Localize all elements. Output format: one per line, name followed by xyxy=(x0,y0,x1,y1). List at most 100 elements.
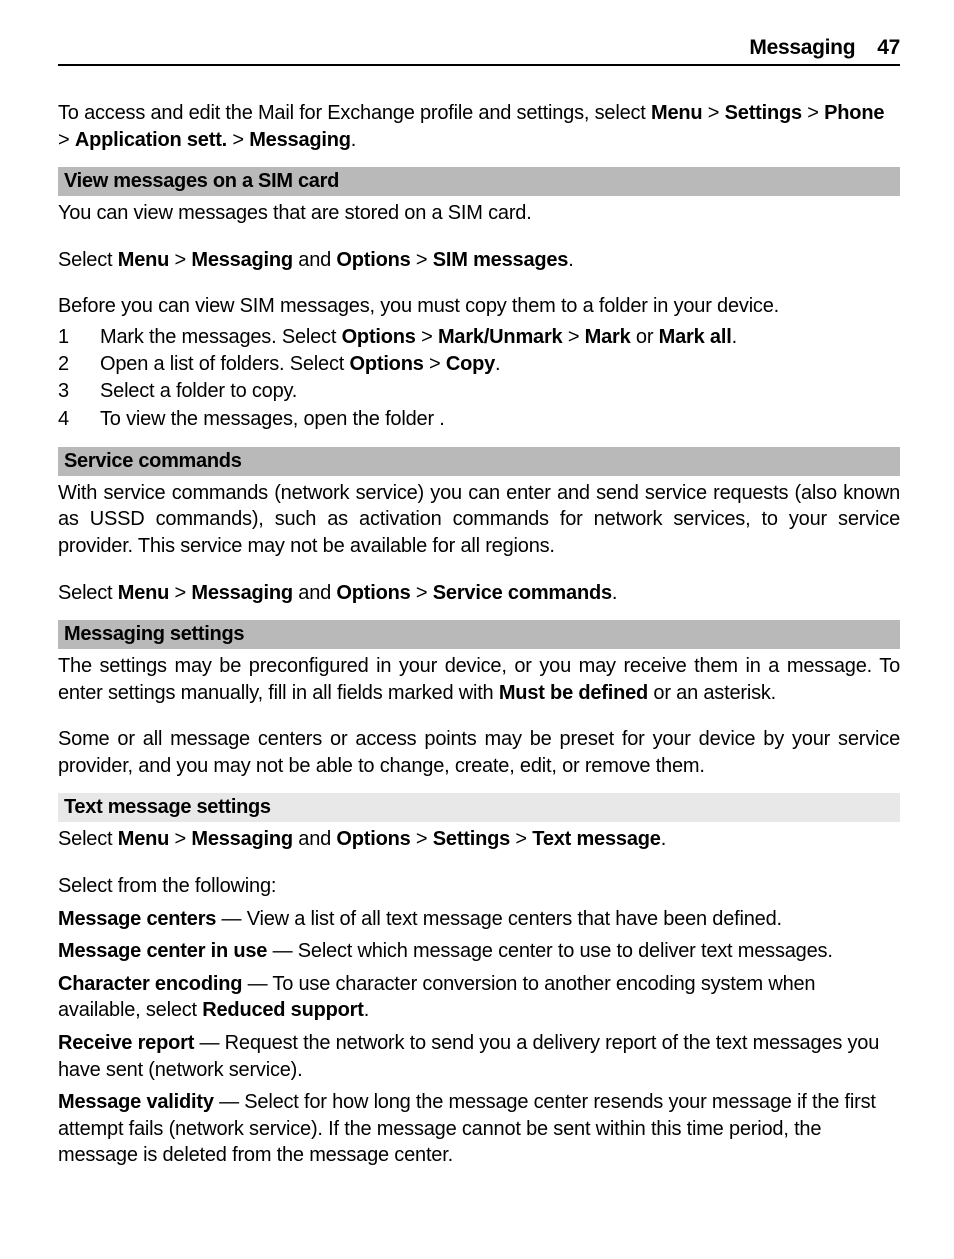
path-post: . xyxy=(732,326,737,348)
definition-sep: — xyxy=(267,940,298,962)
menu-path-item: Menu xyxy=(118,249,169,271)
step-text: Open a list of folders. Select xyxy=(100,353,349,375)
definition-item: Character encoding — To use character co… xyxy=(58,971,900,1024)
path-post: . xyxy=(661,828,666,850)
menu-path-item: Menu xyxy=(118,828,169,850)
step-text: Mark the messages. Select xyxy=(100,326,342,348)
path-sep: > xyxy=(562,326,584,348)
menu-path-item: SIM messages xyxy=(433,249,568,271)
path-sep: > xyxy=(802,102,824,124)
menu-path-item: Options xyxy=(336,582,410,604)
definition-desc: Select which message center to use to de… xyxy=(298,940,833,962)
menu-path-item: Mark/Unmark xyxy=(438,326,563,348)
definition-item: Message center in use — Select which mes… xyxy=(58,938,900,965)
service-p1: With service commands (network service) … xyxy=(58,480,900,560)
msgset-p2: Some or all message centers or access po… xyxy=(58,726,900,779)
step-body: Select a folder to copy. xyxy=(100,378,297,405)
step-number: 4 xyxy=(58,406,100,433)
sim-select: Select Menu > Messaging and Options > SI… xyxy=(58,247,900,274)
menu-path-item: Settings xyxy=(433,828,510,850)
page-header: Messaging 47 xyxy=(58,36,900,66)
txt-select-pre: Select xyxy=(58,828,118,850)
path-sep: > xyxy=(169,582,191,604)
svc-select-pre: Select xyxy=(58,582,118,604)
list-item: 3 Select a folder to copy. xyxy=(58,378,900,405)
header-page-number: 47 xyxy=(877,36,900,60)
definition-term: Receive report xyxy=(58,1032,194,1054)
menu-path-item: Options xyxy=(349,353,423,375)
step-number: 1 xyxy=(58,324,100,351)
path-sep: > xyxy=(424,353,446,375)
menu-path-item: Messaging xyxy=(249,129,351,151)
step-number: 2 xyxy=(58,351,100,378)
menu-path-item: Application sett. xyxy=(75,129,227,151)
path-sep: > xyxy=(510,828,532,850)
definition-term: Character encoding xyxy=(58,973,242,995)
path-sep: > xyxy=(411,582,433,604)
sim-select-pre: Select xyxy=(58,249,118,271)
path-sep: > xyxy=(702,102,724,124)
intro-text: To access and edit the Mail for Exchange… xyxy=(58,102,651,124)
definition-sep: — xyxy=(214,1091,245,1113)
menu-path-item: Copy xyxy=(446,353,495,375)
msgset-p1: The settings may be preconfigured in you… xyxy=(58,653,900,706)
definition-sep: — xyxy=(194,1032,225,1054)
sim-p2: Before you can view SIM messages, you mu… xyxy=(58,293,900,320)
definition-item: Message centers — View a list of all tex… xyxy=(58,906,900,933)
definition-desc-post: . xyxy=(364,999,369,1021)
list-item: 4 To view the messages, open the folder … xyxy=(58,406,900,433)
section-heading-messaging-settings: Messaging settings xyxy=(58,620,900,649)
path-sep: > xyxy=(411,828,433,850)
menu-path-item: Text message xyxy=(532,828,660,850)
menu-path-item: Phone xyxy=(824,102,884,124)
section-heading-service: Service commands xyxy=(58,447,900,476)
definition-term: Message validity xyxy=(58,1091,214,1113)
definition-term: Message centers xyxy=(58,908,216,930)
definition-item: Message validity — Select for how long t… xyxy=(58,1089,900,1169)
sim-p1: You can view messages that are stored on… xyxy=(58,200,900,227)
must-be-defined: Must be defined xyxy=(499,682,648,704)
reduced-support: Reduced support xyxy=(202,999,363,1021)
path-sep: > xyxy=(169,249,191,271)
path-sep: > xyxy=(416,326,438,348)
path-sep: > xyxy=(227,129,249,151)
menu-path-item: Menu xyxy=(651,102,702,124)
path-sep: > xyxy=(411,249,433,271)
txt-select-mid: and xyxy=(293,828,336,850)
menu-path-item: Menu xyxy=(118,582,169,604)
menu-path-item: Settings xyxy=(725,102,802,124)
service-select: Select Menu > Messaging and Options > Se… xyxy=(58,580,900,607)
definition-term: Message center in use xyxy=(58,940,267,962)
sim-select-mid: and xyxy=(293,249,336,271)
list-item: 2 Open a list of folders. Select Options… xyxy=(58,351,900,378)
path-post: . xyxy=(495,353,500,375)
definition-item: Receive report — Request the network to … xyxy=(58,1030,900,1083)
menu-path-item: Mark all xyxy=(659,326,732,348)
sim-steps: 1 Mark the messages. Select Options > Ma… xyxy=(58,324,900,433)
subsection-heading-text-msg: Text message settings xyxy=(58,793,900,822)
step-body: Mark the messages. Select Options > Mark… xyxy=(100,324,737,351)
step-body: Open a list of folders. Select Options >… xyxy=(100,351,500,378)
path-sep: > xyxy=(58,129,75,151)
path-post: . xyxy=(351,129,356,151)
menu-path-item: Service commands xyxy=(433,582,612,604)
msgset-p1c: or an asterisk. xyxy=(648,682,776,704)
menu-path-item: Messaging xyxy=(191,249,293,271)
path-post: . xyxy=(612,582,617,604)
step-number: 3 xyxy=(58,378,100,405)
svc-select-mid: and xyxy=(293,582,336,604)
menu-path-item: Mark xyxy=(585,326,631,348)
menu-path-item: Messaging xyxy=(191,828,293,850)
step-body: To view the messages, open the folder . xyxy=(100,406,445,433)
header-title: Messaging xyxy=(749,36,855,60)
intro-paragraph: To access and edit the Mail for Exchange… xyxy=(58,100,900,153)
path-sep: > xyxy=(169,828,191,850)
step-mid: or xyxy=(631,326,659,348)
page: Messaging 47 To access and edit the Mail… xyxy=(0,0,954,1259)
menu-path-item: Options xyxy=(342,326,416,348)
txt-lead: Select from the following: xyxy=(58,873,900,900)
definition-sep: — xyxy=(216,908,247,930)
definition-sep: — xyxy=(242,973,272,995)
menu-path-item: Options xyxy=(336,828,410,850)
section-heading-sim: View messages on a SIM card xyxy=(58,167,900,196)
